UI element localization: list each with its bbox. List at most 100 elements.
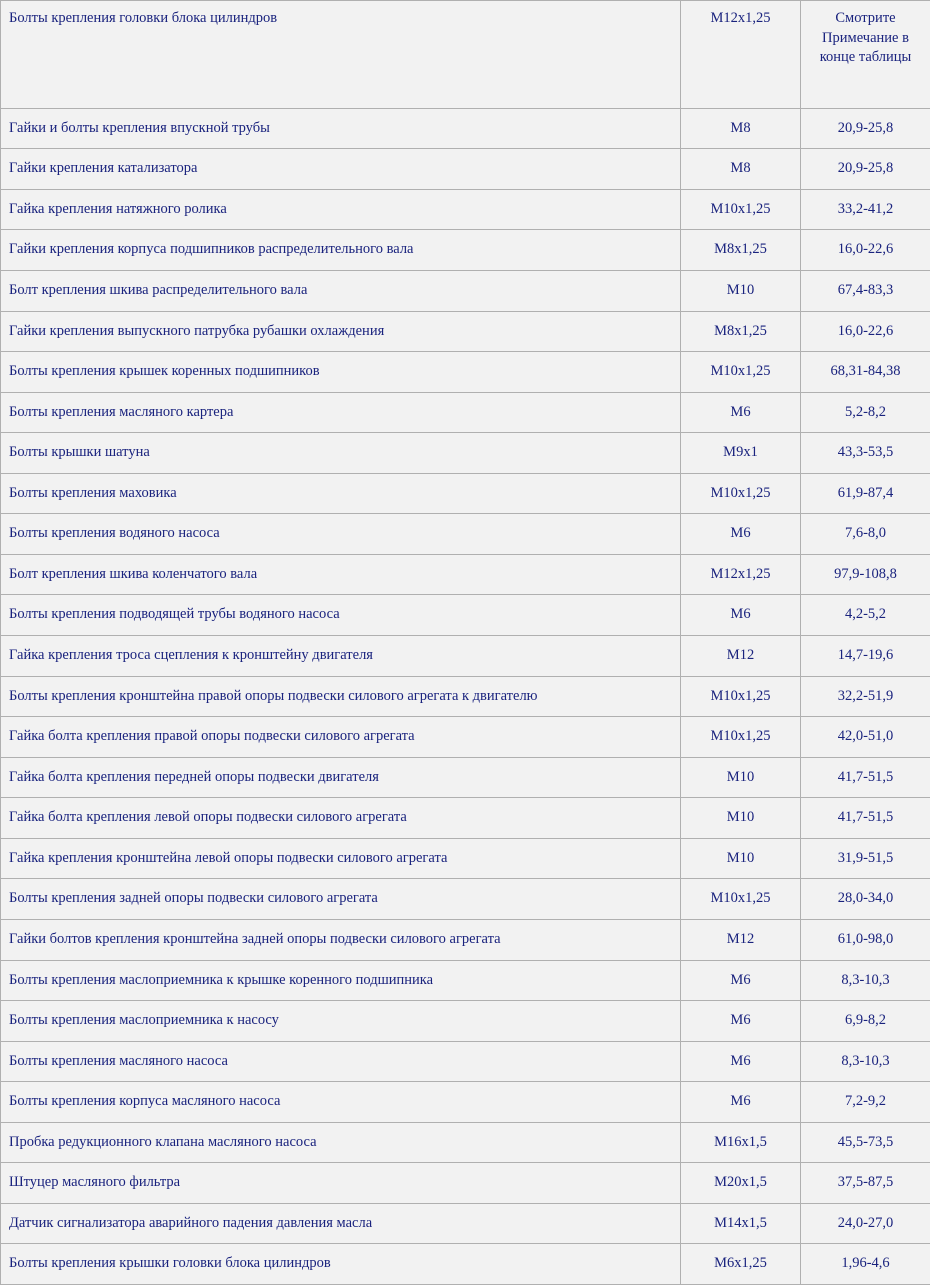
cell-torque: 61,9-87,4 [801, 473, 930, 514]
table-row: Штуцер масляного фильтраМ20х1,537,5-87,5 [1, 1163, 930, 1204]
table-row: Болты крепления крышки головки блока цил… [1, 1244, 930, 1285]
cell-torque: 16,0-22,6 [801, 311, 930, 352]
cell-torque: 28,0-34,0 [801, 879, 930, 920]
table-row: Гайки крепления катализатораМ820,9-25,8 [1, 149, 930, 190]
cell-description: Болты крепления головки блока цилиндров [1, 1, 681, 109]
cell-torque: 4,2-5,2 [801, 595, 930, 636]
cell-description: Болты крепления маслоприемника к насосу [1, 1001, 681, 1042]
cell-description: Болты крепления водяного насоса [1, 514, 681, 555]
cell-torque: 41,7-51,5 [801, 757, 930, 798]
table-row: Болты крепления маслоприемника к крышке … [1, 960, 930, 1001]
cell-thread: М6 [681, 595, 801, 636]
cell-torque: 31,9-51,5 [801, 838, 930, 879]
cell-torque: 7,2-9,2 [801, 1082, 930, 1123]
table-row: Гайка болта крепления левой опоры подвес… [1, 798, 930, 839]
cell-description: Болты крепления маслоприемника к крышке … [1, 960, 681, 1001]
cell-thread: М12 [681, 636, 801, 677]
table-row: Болт крепления шкива распределительного … [1, 270, 930, 311]
cell-torque: Смотрите Примечание в конце таблицы [801, 1, 930, 109]
cell-torque: 37,5-87,5 [801, 1163, 930, 1204]
cell-description: Болт крепления шкива коленчатого вала [1, 554, 681, 595]
cell-thread: М12 [681, 919, 801, 960]
cell-thread: М10х1,25 [681, 189, 801, 230]
cell-thread: М8 [681, 108, 801, 149]
cell-thread: М6 [681, 1082, 801, 1123]
cell-description: Гайки крепления выпускного патрубка руба… [1, 311, 681, 352]
table-row: Болты крепления маховикаМ10х1,2561,9-87,… [1, 473, 930, 514]
table-row: Гайка крепления натяжного роликаМ10х1,25… [1, 189, 930, 230]
cell-description: Штуцер масляного фильтра [1, 1163, 681, 1204]
cell-torque: 8,3-10,3 [801, 960, 930, 1001]
cell-description: Гайки и болты крепления впускной трубы [1, 108, 681, 149]
cell-thread: М10х1,25 [681, 473, 801, 514]
cell-thread: М10х1,25 [681, 879, 801, 920]
cell-torque: 33,2-41,2 [801, 189, 930, 230]
table-row: Гайки болтов крепления кронштейна задней… [1, 919, 930, 960]
cell-torque: 24,0-27,0 [801, 1203, 930, 1244]
cell-torque: 68,31-84,38 [801, 352, 930, 393]
cell-description: Гайки крепления корпуса подшипников расп… [1, 230, 681, 271]
cell-torque: 5,2-8,2 [801, 392, 930, 433]
cell-description: Болты крепления крышки головки блока цил… [1, 1244, 681, 1285]
table-row: Гайка крепления троса сцепления к кроншт… [1, 636, 930, 677]
table-row: Гайка болта крепления передней опоры под… [1, 757, 930, 798]
cell-thread: М16х1,5 [681, 1122, 801, 1163]
cell-description: Гайки болтов крепления кронштейна задней… [1, 919, 681, 960]
cell-description: Гайка крепления кронштейна левой опоры п… [1, 838, 681, 879]
cell-torque: 6,9-8,2 [801, 1001, 930, 1042]
cell-thread: М6 [681, 960, 801, 1001]
table-row: Болт крепления шкива коленчатого валаМ12… [1, 554, 930, 595]
cell-thread: М8 [681, 149, 801, 190]
cell-description: Гайка крепления троса сцепления к кроншт… [1, 636, 681, 677]
cell-description: Гайка крепления натяжного ролика [1, 189, 681, 230]
table-row: Болты крепления головки блока цилиндровМ… [1, 1, 930, 109]
table-row: Пробка редукционного клапана масляного н… [1, 1122, 930, 1163]
cell-thread: М20х1,5 [681, 1163, 801, 1204]
cell-torque: 8,3-10,3 [801, 1041, 930, 1082]
table-row: Гайки крепления выпускного патрубка руба… [1, 311, 930, 352]
table-body: Болты крепления головки блока цилиндровМ… [1, 1, 930, 1285]
table-row: Гайки и болты крепления впускной трубыМ8… [1, 108, 930, 149]
cell-description: Болты крышки шатуна [1, 433, 681, 474]
cell-torque: 67,4-83,3 [801, 270, 930, 311]
cell-torque: 20,9-25,8 [801, 108, 930, 149]
cell-torque: 61,0-98,0 [801, 919, 930, 960]
cell-thread: М10 [681, 270, 801, 311]
cell-description: Гайка болта крепления передней опоры под… [1, 757, 681, 798]
cell-description: Болты крепления задней опоры подвески си… [1, 879, 681, 920]
cell-torque: 42,0-51,0 [801, 717, 930, 758]
cell-thread: М8х1,25 [681, 230, 801, 271]
table-row: Болты крепления масляного насосаМ68,3-10… [1, 1041, 930, 1082]
table-row: Болты крепления подводящей трубы водяног… [1, 595, 930, 636]
cell-thread: М14х1,5 [681, 1203, 801, 1244]
cell-description: Болты крепления масляного картера [1, 392, 681, 433]
cell-thread: М10х1,25 [681, 676, 801, 717]
cell-thread: М6 [681, 1041, 801, 1082]
table-row: Болты крышки шатунаМ9х143,3-53,5 [1, 433, 930, 474]
cell-torque: 7,6-8,0 [801, 514, 930, 555]
cell-description: Болты крепления кронштейна правой опоры … [1, 676, 681, 717]
cell-thread: М6 [681, 1001, 801, 1042]
torque-spec-table: Болты крепления головки блока цилиндровМ… [0, 0, 930, 1285]
cell-thread: М10 [681, 757, 801, 798]
cell-torque: 32,2-51,9 [801, 676, 930, 717]
cell-thread: М12х1,25 [681, 554, 801, 595]
table-row: Гайка болта крепления правой опоры подве… [1, 717, 930, 758]
table-row: Болты крепления задней опоры подвески си… [1, 879, 930, 920]
table-row: Датчик сигнализатора аварийного падения … [1, 1203, 930, 1244]
table-row: Гайка крепления кронштейна левой опоры п… [1, 838, 930, 879]
cell-thread: М10х1,25 [681, 352, 801, 393]
cell-torque: 14,7-19,6 [801, 636, 930, 677]
cell-description: Болты крепления подводящей трубы водяног… [1, 595, 681, 636]
cell-thread: М10х1,25 [681, 717, 801, 758]
cell-thread: М10 [681, 838, 801, 879]
cell-thread: М8х1,25 [681, 311, 801, 352]
cell-torque: 45,5-73,5 [801, 1122, 930, 1163]
cell-torque: 1,96-4,6 [801, 1244, 930, 1285]
cell-thread: М9х1 [681, 433, 801, 474]
cell-torque: 41,7-51,5 [801, 798, 930, 839]
cell-thread: М12х1,25 [681, 1, 801, 109]
cell-description: Болты крепления корпуса масляного насоса [1, 1082, 681, 1123]
cell-description: Датчик сигнализатора аварийного падения … [1, 1203, 681, 1244]
cell-thread: М6 [681, 392, 801, 433]
